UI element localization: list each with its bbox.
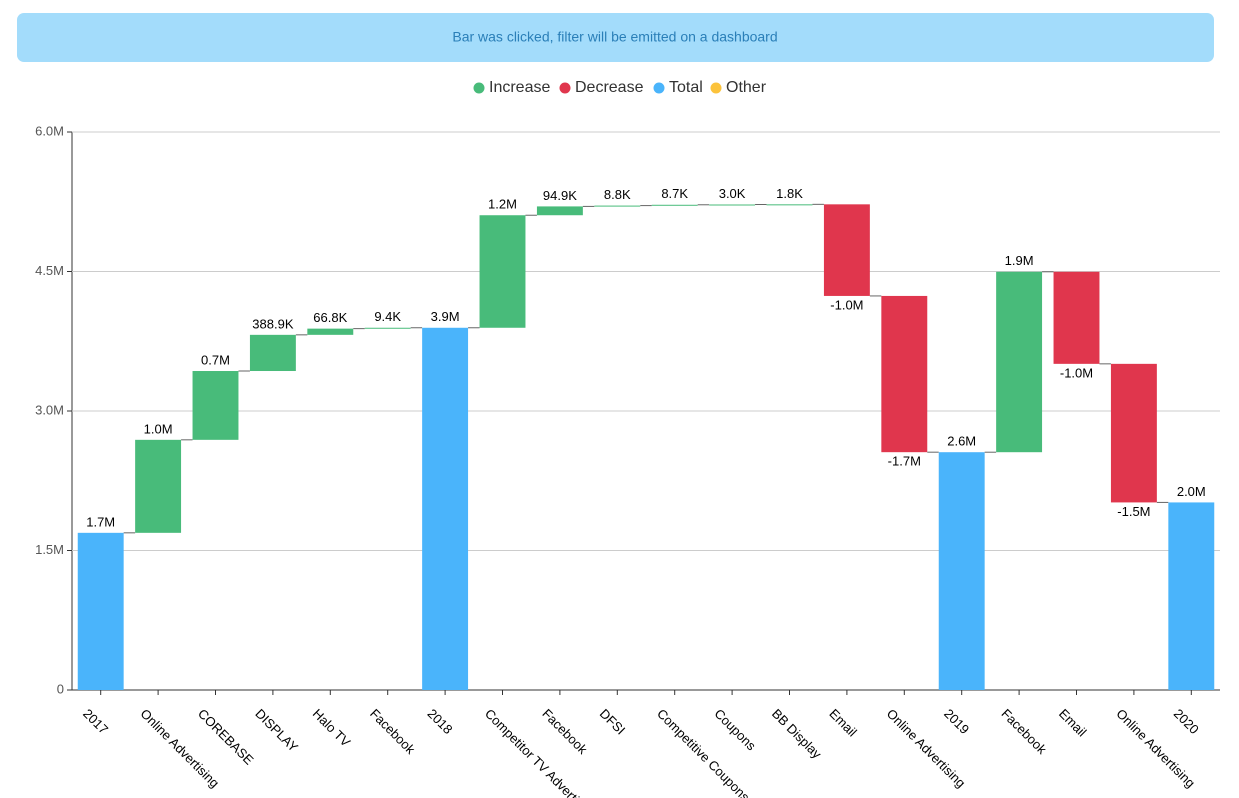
value-label: 8.8K (604, 187, 631, 202)
legend-label[interactable]: Decrease (575, 79, 644, 96)
value-label: 3.0K (719, 186, 746, 201)
x-tick-label: Competitive Coupons (654, 706, 753, 798)
y-tick-label: 6.0M (35, 123, 64, 138)
value-label: 1.9M (1005, 253, 1034, 268)
y-tick-label: 0 (57, 681, 64, 696)
bar[interactable] (651, 204, 698, 206)
value-label: 0.7M (201, 352, 230, 367)
bar[interactable] (364, 327, 411, 329)
value-label: 1.7M (86, 514, 115, 529)
value-label: -1.5M (1117, 504, 1150, 519)
bar[interactable] (1053, 271, 1100, 364)
banner (17, 13, 1214, 62)
bar[interactable] (192, 371, 239, 440)
banner-text: Bar was clicked, filter will be emitted … (452, 29, 777, 45)
bar[interactable] (307, 328, 354, 335)
value-label: 3.9M (431, 309, 460, 324)
bar[interactable] (594, 205, 641, 207)
legend-marker[interactable] (559, 82, 571, 94)
x-tick-label: COREBASE (195, 706, 257, 768)
value-label: 2.0M (1177, 484, 1206, 499)
bar[interactable] (709, 204, 756, 206)
y-tick-label: 4.5M (35, 263, 64, 278)
value-label: -1.0M (1060, 365, 1093, 380)
bar[interactable] (77, 532, 124, 690)
x-tick-label: DFSI (597, 706, 629, 738)
bar[interactable] (422, 327, 469, 690)
bar[interactable] (938, 452, 985, 690)
value-label: 1.0M (144, 421, 173, 436)
x-tick-label: Email (1056, 706, 1090, 740)
bar[interactable] (536, 206, 583, 216)
legend-marker[interactable] (710, 82, 722, 94)
value-label: 2.6M (947, 434, 976, 449)
y-tick-label: 1.5M (35, 542, 64, 557)
bar[interactable] (249, 334, 296, 372)
x-tick-label: 2019 (941, 706, 972, 737)
x-tick-label: Coupons (712, 706, 760, 754)
bar[interactable] (479, 215, 526, 328)
value-label: 66.8K (313, 310, 347, 325)
x-tick-label: DISPLAY (252, 706, 301, 755)
bar[interactable] (135, 439, 182, 533)
x-tick-label: Email (826, 706, 860, 740)
x-tick-label: 2020 (1171, 706, 1202, 737)
bar[interactable] (1110, 363, 1157, 503)
legend-label[interactable]: Other (726, 79, 767, 96)
value-label: 1.8K (776, 186, 803, 201)
legend-marker[interactable] (473, 82, 485, 94)
bar[interactable] (823, 204, 870, 296)
legend-label[interactable]: Increase (489, 79, 550, 96)
value-label: -1.7M (888, 454, 921, 469)
legend-label[interactable]: Total (669, 79, 703, 96)
y-tick-label: 3.0M (35, 402, 64, 417)
x-tick-label: 2017 (80, 706, 111, 737)
x-tick-label: Halo TV (310, 706, 354, 750)
bar[interactable] (766, 204, 813, 206)
legend-marker[interactable] (653, 82, 665, 94)
x-tick-label: Facebook (539, 706, 590, 757)
value-label: 94.9K (543, 188, 577, 203)
value-label: 8.7K (661, 186, 688, 201)
x-tick-label: Facebook (999, 706, 1050, 757)
value-label: -1.0M (830, 297, 863, 312)
x-tick-label: 2018 (425, 706, 456, 737)
x-tick-label: Facebook (367, 706, 418, 757)
value-label: 1.2M (488, 197, 517, 212)
value-label: 9.4K (374, 309, 401, 324)
bar[interactable] (996, 271, 1043, 453)
x-tick-label: BB Display (769, 706, 825, 762)
bar[interactable] (1168, 502, 1215, 690)
value-label: 388.9K (252, 316, 294, 331)
bar[interactable] (881, 295, 928, 453)
